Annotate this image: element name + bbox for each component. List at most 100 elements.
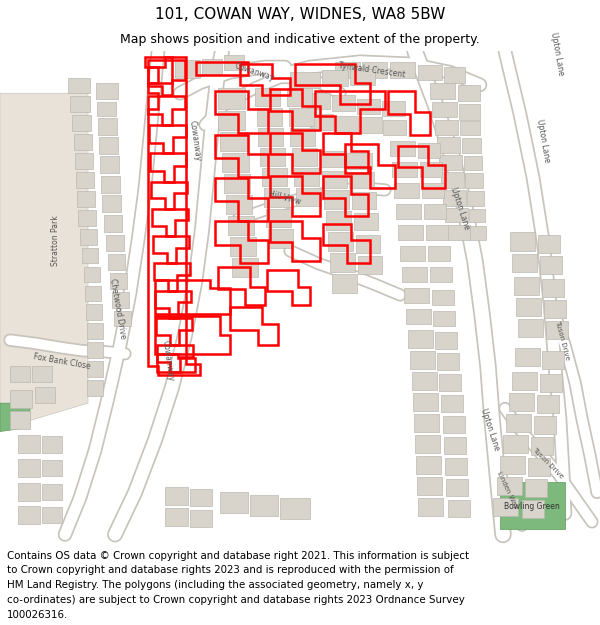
Polygon shape: [503, 435, 528, 452]
Polygon shape: [266, 209, 291, 227]
Polygon shape: [540, 256, 562, 274]
Polygon shape: [512, 372, 537, 389]
Polygon shape: [458, 85, 480, 101]
Polygon shape: [358, 256, 382, 274]
Polygon shape: [428, 246, 450, 261]
Polygon shape: [0, 93, 88, 429]
Polygon shape: [416, 456, 441, 474]
Polygon shape: [435, 332, 457, 349]
Polygon shape: [106, 235, 124, 251]
Polygon shape: [232, 258, 258, 277]
Polygon shape: [18, 435, 40, 452]
Polygon shape: [224, 174, 250, 193]
Polygon shape: [418, 65, 442, 79]
Polygon shape: [72, 116, 91, 131]
Polygon shape: [512, 254, 537, 272]
Polygon shape: [222, 153, 249, 172]
Polygon shape: [280, 498, 310, 519]
Polygon shape: [408, 329, 433, 348]
Polygon shape: [202, 59, 222, 74]
Polygon shape: [356, 235, 380, 253]
Polygon shape: [420, 161, 442, 177]
Polygon shape: [175, 59, 200, 78]
Polygon shape: [330, 253, 355, 272]
Polygon shape: [390, 62, 415, 78]
Polygon shape: [396, 204, 421, 219]
Text: to Crown copyright and database rights 2023 and is reproduced with the permissio: to Crown copyright and database rights 2…: [7, 566, 454, 576]
Polygon shape: [80, 229, 97, 244]
Polygon shape: [18, 506, 40, 524]
Polygon shape: [77, 191, 95, 207]
Polygon shape: [469, 209, 485, 222]
Polygon shape: [112, 292, 129, 308]
Polygon shape: [322, 171, 347, 188]
Text: 100026316.: 100026316.: [7, 610, 68, 620]
Polygon shape: [465, 173, 483, 188]
Polygon shape: [413, 392, 438, 411]
Polygon shape: [514, 277, 539, 295]
Polygon shape: [432, 102, 457, 118]
Polygon shape: [108, 254, 125, 270]
Polygon shape: [447, 224, 470, 241]
Polygon shape: [462, 139, 481, 153]
Polygon shape: [165, 488, 188, 505]
Polygon shape: [534, 416, 556, 434]
Polygon shape: [110, 273, 127, 289]
Polygon shape: [382, 101, 405, 116]
Polygon shape: [85, 286, 101, 301]
Polygon shape: [415, 435, 440, 452]
Polygon shape: [540, 374, 562, 392]
Polygon shape: [446, 479, 468, 496]
Polygon shape: [87, 380, 103, 396]
Polygon shape: [76, 172, 94, 188]
Polygon shape: [290, 72, 320, 88]
Polygon shape: [218, 111, 245, 130]
Text: co-ordinates) are subject to Crown copyright and database rights 2023 Ordnance S: co-ordinates) are subject to Crown copyr…: [7, 595, 465, 605]
Text: Upton Lane: Upton Lane: [549, 31, 565, 76]
Polygon shape: [542, 279, 564, 297]
Polygon shape: [82, 248, 98, 264]
Polygon shape: [445, 458, 467, 474]
Polygon shape: [255, 88, 280, 106]
Polygon shape: [335, 116, 358, 132]
Polygon shape: [360, 118, 382, 133]
Polygon shape: [516, 298, 541, 316]
Polygon shape: [432, 290, 454, 306]
Polygon shape: [470, 226, 486, 241]
Polygon shape: [410, 351, 435, 369]
Polygon shape: [546, 321, 568, 339]
Polygon shape: [258, 128, 283, 146]
Polygon shape: [497, 477, 522, 494]
Polygon shape: [328, 232, 353, 251]
Polygon shape: [437, 352, 459, 369]
Polygon shape: [101, 176, 120, 193]
Polygon shape: [528, 458, 550, 476]
Polygon shape: [87, 342, 103, 358]
Polygon shape: [230, 238, 256, 256]
Polygon shape: [289, 108, 314, 126]
Polygon shape: [42, 460, 62, 476]
Polygon shape: [350, 69, 375, 85]
Polygon shape: [422, 182, 444, 198]
Text: Chetwood Drive: Chetwood Drive: [108, 278, 128, 339]
Polygon shape: [335, 62, 360, 78]
Polygon shape: [32, 366, 52, 382]
Polygon shape: [290, 128, 315, 146]
Polygon shape: [190, 511, 212, 527]
Polygon shape: [500, 456, 525, 474]
Polygon shape: [467, 191, 484, 206]
Polygon shape: [443, 190, 466, 206]
Polygon shape: [433, 311, 455, 326]
Polygon shape: [87, 323, 103, 339]
Text: Bowling Green: Bowling Green: [504, 502, 560, 511]
Polygon shape: [102, 195, 121, 212]
Polygon shape: [10, 411, 30, 429]
Polygon shape: [459, 104, 480, 119]
Polygon shape: [414, 414, 439, 431]
Polygon shape: [18, 459, 40, 477]
Polygon shape: [296, 188, 321, 206]
Polygon shape: [100, 156, 119, 173]
Polygon shape: [42, 436, 62, 452]
Polygon shape: [326, 211, 351, 230]
Polygon shape: [260, 148, 285, 166]
